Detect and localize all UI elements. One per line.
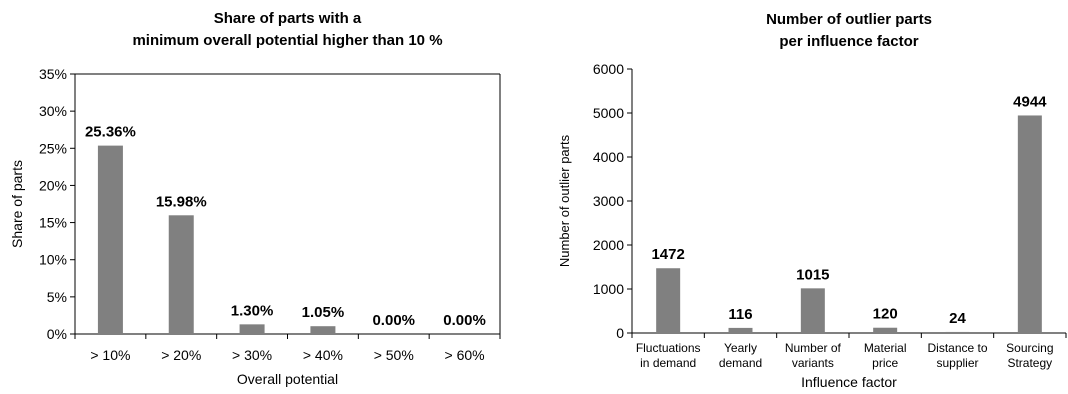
x-tick-label: Yearly [724,341,757,355]
y-tick-label: 0% [47,326,67,342]
y-tick-label: 6000 [593,61,624,77]
x-tick-label: Material [864,341,907,355]
data-label: 116 [728,306,752,323]
data-label: 1.30% [231,302,274,319]
bar [873,327,898,333]
x-axis-label: Influence factor [801,374,897,390]
chart-title-line: Share of parts with a [214,10,362,27]
data-label: 1.05% [302,304,345,321]
y-tick-label: 4000 [593,149,624,165]
bar [168,215,194,334]
x-tick-label: Distance to [927,341,987,355]
chart-title-line: per influence factor [779,33,918,50]
bar [310,326,336,334]
chart-title-line: minimum overall potential higher than 10… [132,32,442,49]
y-tick-label: 0 [616,325,624,341]
bar [97,145,123,334]
x-tick-label: in demand [640,356,696,370]
bar [656,268,681,333]
y-tick-label: 5% [47,289,67,305]
x-tick-label: > 30% [232,347,272,363]
x-tick-label: > 10% [90,347,130,363]
x-tick-label: Number of [785,341,842,355]
bar [1017,115,1042,334]
y-tick-label: 1000 [593,281,624,297]
data-label: 1472 [651,246,684,263]
y-tick-label: 5000 [593,105,624,121]
y-tick-label: 30% [39,103,67,119]
x-tick-label: Fluctuations [636,341,701,355]
data-label: 15.98% [156,193,207,210]
chart-title-line: Number of outlier parts [766,11,932,28]
x-tick-label: supplier [936,356,978,370]
x-tick-label: Strategy [1007,356,1052,370]
bar [945,331,970,333]
y-tick-label: 10% [39,252,67,268]
y-tick-label: 15% [39,215,67,231]
y-tick-label: 25% [39,140,67,156]
x-tick-label: demand [719,356,762,370]
data-label: 0.00% [372,312,415,329]
data-label: 4944 [1013,93,1047,110]
x-tick-label: > 40% [303,347,343,363]
bar [239,324,265,334]
x-tick-label: > 20% [161,347,201,363]
data-label: 0.00% [443,312,486,329]
x-tick-label: price [872,356,898,370]
data-label: 1015 [796,266,829,283]
x-tick-label: variants [792,356,834,370]
data-label: 24 [949,310,966,327]
x-tick-label: Sourcing [1006,341,1053,355]
y-tick-label: 2000 [593,237,624,253]
y-tick-label: 20% [39,177,67,193]
data-label: 25.36% [85,124,136,141]
bar [800,288,825,333]
y-tick-label: 35% [39,66,67,82]
x-tick-label: > 50% [374,347,414,363]
y-axis-label: Number of outlier parts [557,134,572,267]
x-axis-label: Overall potential [237,371,338,387]
data-label: 120 [873,306,898,323]
y-tick-label: 3000 [593,193,624,209]
bar [728,327,753,333]
y-axis-label: Share of parts [9,160,25,248]
x-tick-label: > 60% [445,347,485,363]
